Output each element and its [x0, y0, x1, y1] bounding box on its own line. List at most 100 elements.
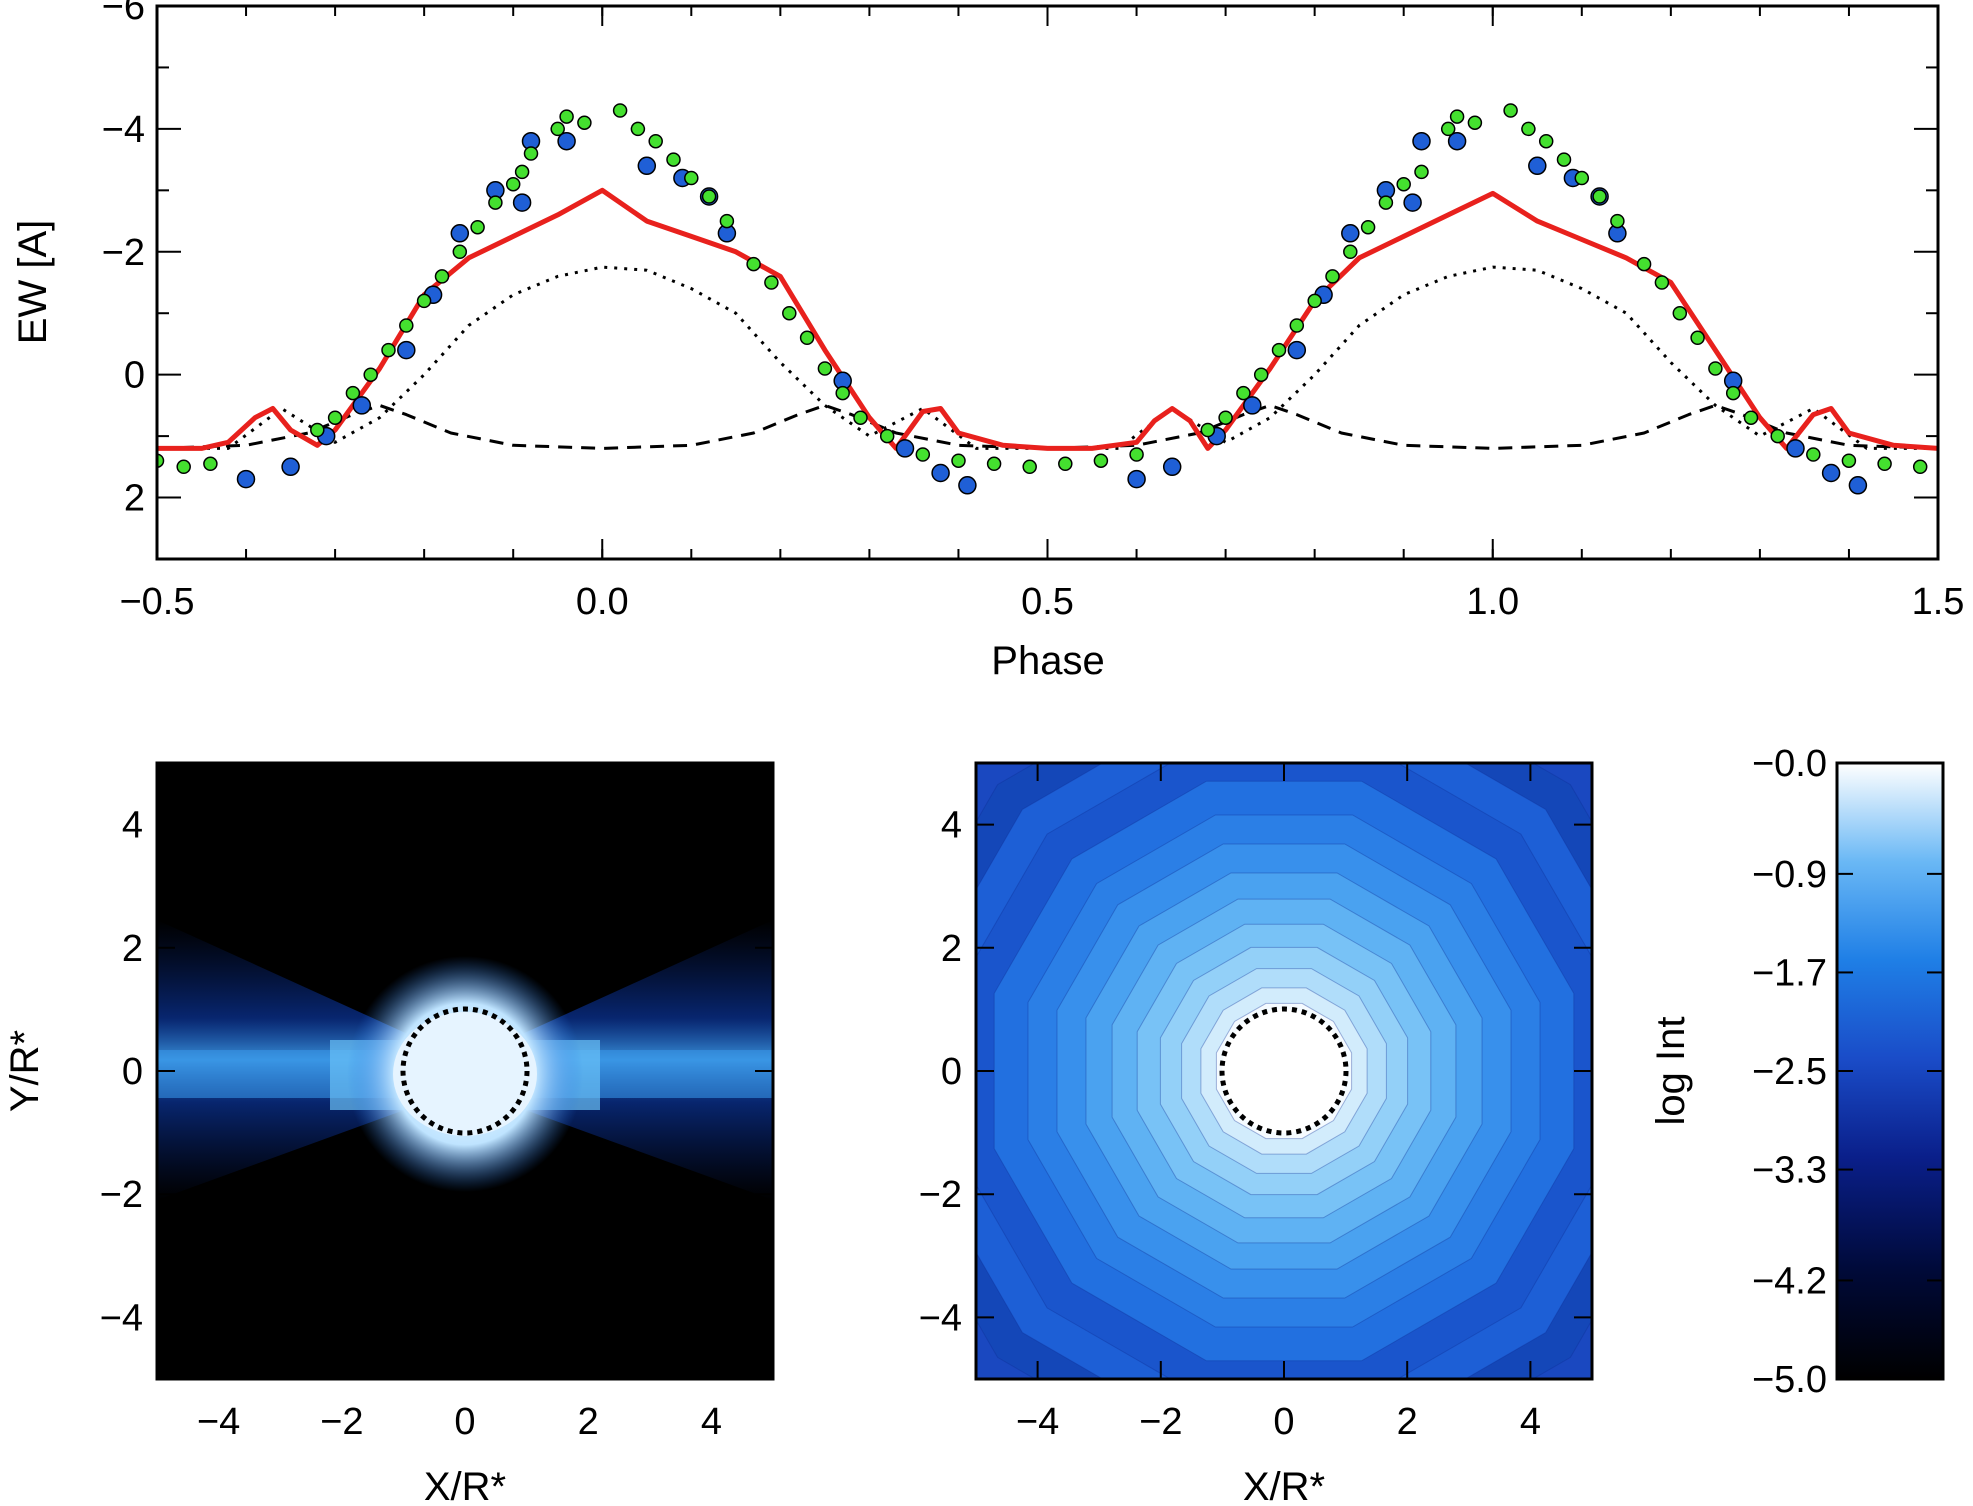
- obs-point-green: [1654, 275, 1670, 290]
- shell-map-stellar-limb: [1219, 1006, 1349, 1136]
- obs-point-green: [879, 428, 895, 444]
- obs-point-blue: [1528, 156, 1547, 176]
- obs-point-green: [514, 164, 530, 180]
- obs-point-green: [1440, 121, 1456, 137]
- disk-map-x-axis-title: X/R*: [424, 1465, 506, 1506]
- colorbar-tick-label: −0.0: [1752, 743, 1827, 785]
- obs-point-green: [1396, 176, 1411, 192]
- ew-y-tick-label: −2: [102, 232, 145, 274]
- ew-y-tick-label: 2: [124, 478, 145, 520]
- colorbar-tick-label: −4.2: [1752, 1260, 1827, 1302]
- obs-point-green: [1743, 410, 1759, 425]
- obs-point-blue: [895, 439, 915, 458]
- obs-point-green: [1343, 244, 1358, 260]
- obs-point-green: [577, 115, 592, 130]
- map-x-tick-label: 0: [1273, 1401, 1294, 1443]
- obs-point-green: [915, 447, 931, 462]
- ew-y-tick-label: 0: [124, 355, 145, 397]
- obs-point-green: [1592, 189, 1607, 204]
- obs-point-green: [505, 176, 521, 192]
- obs-point-green: [1841, 453, 1857, 468]
- ew-x-tick-label: 1.0: [1466, 581, 1519, 623]
- obs-point-green: [746, 256, 761, 272]
- obs-point-blue: [397, 340, 416, 360]
- obs-point-blue: [557, 131, 576, 151]
- obs-point-green: [523, 146, 539, 161]
- map-y-tick-label: 0: [122, 1051, 143, 1093]
- obs-point-green: [1690, 330, 1705, 346]
- obs-point-green: [719, 213, 735, 229]
- obs-point-green: [835, 385, 850, 401]
- obs-point-green: [1806, 447, 1821, 462]
- map-y-tick-label: 2: [941, 928, 962, 970]
- obs-point-green: [550, 121, 565, 137]
- disk-map-y-axis-title: Y/R*: [3, 1030, 47, 1112]
- obs-point-green: [648, 133, 663, 149]
- colorbar-tick-label: −3.3: [1752, 1150, 1827, 1192]
- disk-map-stellar-limb: [400, 1006, 530, 1136]
- ew-y-tick-label: −4: [102, 109, 145, 151]
- obs-point-green: [1672, 305, 1688, 321]
- obs-point-blue: [352, 396, 372, 415]
- obs-point-green: [1521, 121, 1536, 137]
- obs-point-green: [559, 109, 574, 124]
- disk-map-image: [157, 763, 773, 1379]
- colorbar: −0.0 −0.9 −1.7 −2.5 −3.3 −4.2 −5.0 log Int: [1649, 743, 1945, 1401]
- obs-point-green: [1378, 195, 1394, 210]
- obs-point-green: [1538, 133, 1554, 149]
- shell-map-x-axis-title: X/R*: [1243, 1465, 1325, 1506]
- obs-point-blue: [958, 476, 977, 495]
- map-x-tick-label: −4: [1016, 1401, 1059, 1443]
- obs-point-green: [1503, 103, 1518, 118]
- obs-point-green: [399, 318, 414, 333]
- colorbar-tick-label: −5.0: [1752, 1359, 1827, 1401]
- shell-map-image: [976, 763, 1592, 1379]
- model-dashed-line: [157, 403, 1938, 450]
- obs-point-blue: [1412, 131, 1431, 151]
- obs-point-green: [701, 189, 717, 204]
- obs-point-blue: [1287, 340, 1307, 360]
- map-x-tick-label: −2: [1139, 1401, 1182, 1443]
- obs-point-green: [434, 269, 450, 284]
- map-x-tick-label: 2: [1397, 1401, 1418, 1443]
- obs-point-green: [203, 456, 218, 472]
- obs-point-green: [1307, 293, 1322, 309]
- shell-map-ticks: −4 −4 −2 −2 0 0 2 2 4 4: [919, 763, 1592, 1443]
- ew-x-axis-title: Phase: [991, 639, 1104, 683]
- obs-point-green: [470, 219, 485, 235]
- obs-point-blue: [1403, 193, 1422, 212]
- colorbar-label: log Int: [1649, 1017, 1693, 1126]
- ew-x-tick-label: 1.5: [1912, 581, 1965, 623]
- obs-point-green: [1467, 115, 1483, 130]
- obs-point-green: [416, 293, 432, 309]
- obs-point-green: [1770, 428, 1785, 444]
- obs-point-green: [1058, 456, 1073, 472]
- ew-y-tick-label: −6: [102, 0, 145, 28]
- map-x-tick-label: 4: [1520, 1401, 1541, 1443]
- obs-point-green: [1556, 152, 1572, 167]
- obs-point-green: [1708, 361, 1723, 376]
- obs-point-blue: [637, 156, 657, 176]
- map-y-tick-label: −2: [100, 1174, 143, 1216]
- obs-point-green: [1414, 164, 1429, 180]
- colorbar-tick-label: −2.5: [1752, 1051, 1827, 1093]
- ew-y-axis-title: EW [A]: [11, 220, 55, 344]
- obs-point-green: [452, 244, 468, 260]
- map-x-tick-label: 0: [454, 1401, 475, 1443]
- obs-point-green: [1200, 422, 1216, 438]
- obs-point-green: [1610, 213, 1625, 229]
- disk-map-panel: −4 −4 −2 −2 0 0 2 2 4 4 X/R* Y/R*: [3, 761, 775, 1506]
- obs-point-blue: [281, 457, 300, 477]
- obs-point-green: [951, 453, 966, 468]
- shell-core: [1222, 1009, 1346, 1133]
- map-x-tick-label: −4: [197, 1401, 240, 1443]
- ew-x-tick-label: −0.5: [119, 581, 194, 623]
- colorbar-gradient: [1835, 761, 1945, 1381]
- obs-point-green: [1574, 170, 1590, 186]
- map-y-tick-label: −4: [100, 1297, 143, 1339]
- ew-axis-ticks: −0.5 0.0 0.5 1.0 1.5 −6 −4 −2 0 2: [102, 0, 1965, 623]
- obs-point-blue: [1786, 439, 1805, 458]
- obs-point-green: [986, 456, 1002, 472]
- map-y-tick-label: −4: [919, 1297, 962, 1339]
- obs-point-blue: [931, 463, 950, 483]
